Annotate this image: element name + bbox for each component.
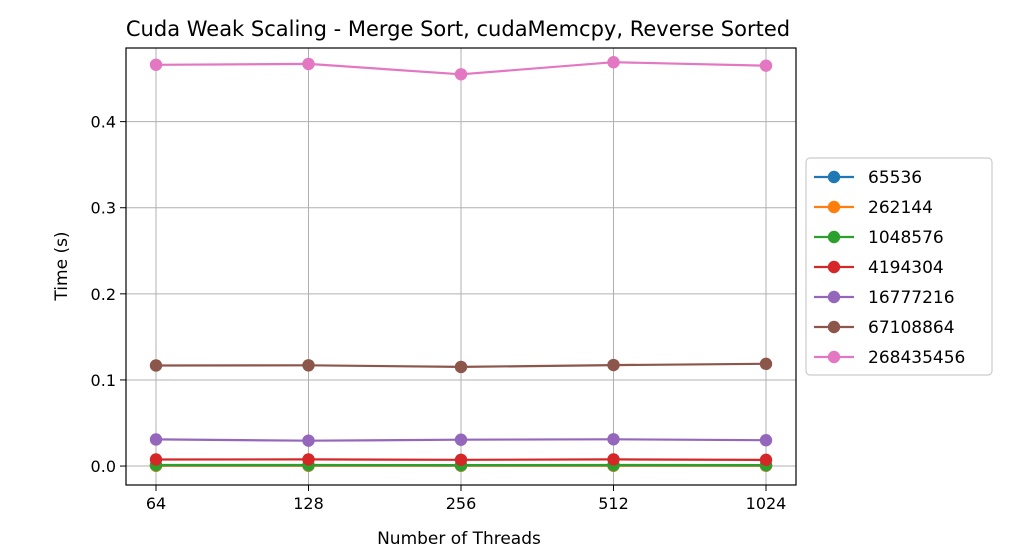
- grid: [126, 48, 796, 485]
- y-ticks: 0.0 0.1 0.2 0.3 0.4: [91, 113, 126, 476]
- legend-marker: [827, 350, 841, 364]
- legend: 65536 262144 1048576 4194304 16777216 6710886…: [805, 157, 993, 376]
- legend-item: 65536: [814, 168, 922, 188]
- series-268435456: [149, 56, 773, 81]
- legend-label: 16777216: [868, 288, 955, 308]
- legend-label: 65536: [868, 168, 922, 188]
- y-tick-label: 0.3: [91, 199, 116, 218]
- data-point: [302, 57, 315, 71]
- data-point: [302, 434, 315, 447]
- legend-label: 67108864: [868, 318, 955, 338]
- data-point: [302, 453, 315, 466]
- data-point: [607, 358, 620, 372]
- legend-item: 67108864: [814, 318, 955, 338]
- data-point: [149, 453, 163, 466]
- y-axis-label: Time (s): [52, 231, 72, 301]
- legend-box: [805, 157, 993, 376]
- x-tick-label: 512: [598, 494, 629, 513]
- x-axis-label: Number of Threads: [377, 529, 541, 549]
- legend-marker: [827, 170, 841, 184]
- legend-marker: [827, 320, 841, 334]
- legend-item: 16777216: [814, 288, 955, 308]
- y-tick-label: 0.2: [91, 285, 116, 304]
- legend-marker: [827, 200, 841, 214]
- y-tick-label: 0.0: [91, 457, 116, 476]
- data-point: [607, 453, 620, 466]
- x-tick-label: 128: [293, 494, 324, 513]
- legend-marker: [827, 260, 841, 274]
- legend-label: 262144: [868, 198, 933, 218]
- series-67108864: [149, 357, 773, 374]
- legend-item: 4194304: [814, 258, 944, 278]
- data-point: [759, 59, 773, 72]
- legend-label: 4194304: [868, 258, 944, 278]
- legend-item: 262144: [814, 198, 933, 218]
- x-tick-label: 64: [146, 494, 166, 513]
- y-tick-label: 0.1: [91, 371, 116, 390]
- data-point: [149, 58, 163, 71]
- data-point: [607, 56, 620, 69]
- x-tick-label: 256: [446, 494, 477, 513]
- plot-series: [149, 56, 773, 472]
- legend-items: 65536 262144 1048576 4194304 16777216 6710886…: [814, 168, 965, 368]
- data-point: [302, 359, 315, 372]
- data-point: [759, 357, 773, 371]
- x-tick-label: 1024: [746, 494, 787, 513]
- series-16777216: [149, 433, 773, 447]
- series-4194304: [149, 453, 773, 467]
- legend-marker: [827, 290, 841, 304]
- legend-label: 268435456: [868, 348, 965, 368]
- data-point: [607, 433, 620, 446]
- legend-item: 268435456: [814, 348, 965, 368]
- chart-title: Cuda Weak Scaling - Merge Sort, cudaMemc…: [126, 17, 790, 41]
- data-point: [454, 360, 468, 374]
- data-point: [454, 453, 468, 466]
- data-point: [149, 359, 163, 372]
- legend-marker: [827, 230, 841, 244]
- legend-item: 1048576: [814, 228, 944, 248]
- x-ticks: 64 128 256 512 1024: [146, 485, 787, 513]
- y-tick-label: 0.4: [91, 113, 116, 132]
- data-point: [454, 433, 468, 446]
- data-point: [149, 433, 163, 446]
- legend-label: 1048576: [868, 228, 944, 248]
- data-point: [454, 68, 468, 81]
- data-point: [759, 434, 773, 447]
- data-point: [759, 453, 773, 467]
